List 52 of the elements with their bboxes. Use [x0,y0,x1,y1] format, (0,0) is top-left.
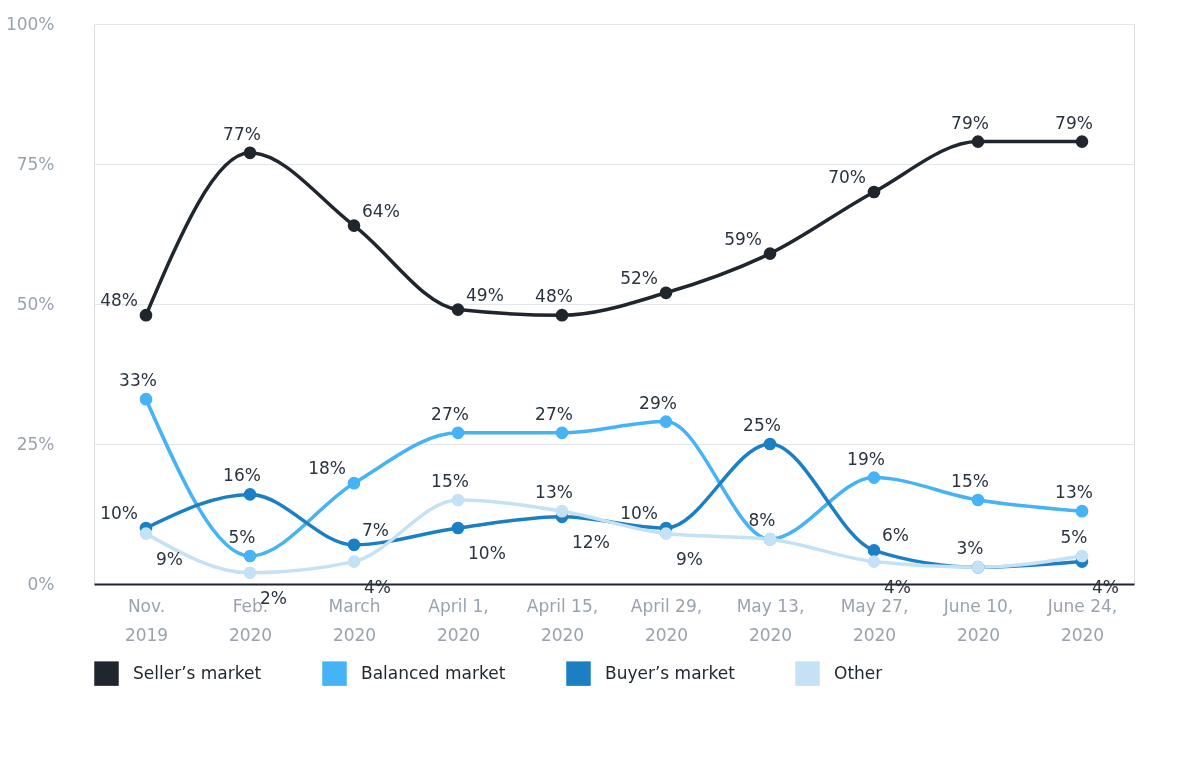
data-label: 9% [676,548,703,569]
y-tick-label: 0% [27,573,55,594]
data-label: 5% [228,527,256,547]
data-label: 49% [466,284,504,305]
data-label: 64% [362,200,400,221]
x-tick-label: May 27, 2020 [840,595,909,645]
data-label: 25% [743,415,781,435]
legend-label: Seller’s market [133,662,262,683]
data-label: 12% [572,531,610,552]
x-tick-label: May 13, 2020 [736,595,805,645]
data-label: 13% [535,482,573,503]
x-tick-label: June 10, 2020 [942,595,1014,645]
x-tick-label: April 15, 2020 [526,595,599,645]
x-tick-label: April 1, 2020 [428,595,489,645]
data-label: 6% [882,525,909,546]
data-label: 33% [119,370,157,391]
data-label: 8% [748,510,776,531]
data-label: 79% [1055,112,1093,133]
x-tick-label: Nov. 2019 [124,595,169,645]
data-label: 19% [847,448,885,469]
data-label: 59% [724,228,762,249]
legend-label: Balanced market [361,662,506,683]
data-label: 10% [468,543,506,563]
y-tick-label: 100% [5,13,55,34]
data-label: 52% [620,267,658,288]
data-label: 16% [223,465,261,486]
data-label: 5% [1060,527,1088,547]
legend-label: Buyer’s market [605,662,736,683]
x-tick-label: March 2020 [328,595,381,645]
data-label: 15% [951,471,989,491]
data-label: 27% [431,403,469,424]
data-label: 15% [431,471,469,491]
data-label: 10% [100,503,138,523]
data-label: 10% [620,503,658,523]
data-label: 48% [100,290,138,311]
data-label: 79% [951,112,989,133]
data-label: 70% [828,167,866,187]
data-label: 77% [223,123,261,144]
data-label: 13% [1055,482,1093,503]
x-tick-label: April 29, 2020 [630,595,703,645]
x-tick-label: June 24, 2020 [1046,595,1118,645]
data-label: 29% [639,392,677,413]
data-label: 48% [535,286,573,307]
y-tick-label: 50% [16,293,55,314]
legend-label: Other [834,662,883,683]
data-label: 27% [535,403,573,424]
data-label: 7% [362,519,389,540]
y-tick-label: 75% [16,153,55,174]
y-tick-label: 25% [16,433,55,454]
data-label: 9% [156,548,183,569]
data-label: 18% [308,458,346,479]
data-label: 3% [956,538,984,559]
